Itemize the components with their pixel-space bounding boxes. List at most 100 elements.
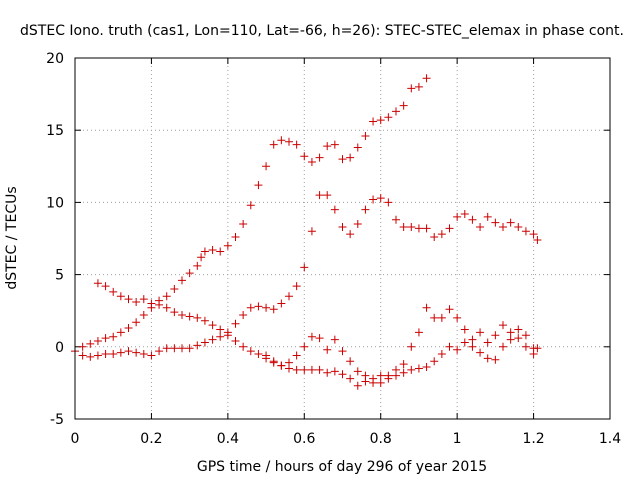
data-point-series-4 bbox=[323, 345, 332, 354]
data-point-series-2 bbox=[414, 364, 423, 373]
data-point-series-3 bbox=[499, 222, 507, 231]
data-point-series-1 bbox=[193, 261, 202, 270]
data-point-series-3 bbox=[506, 218, 515, 227]
data-point-series-4 bbox=[369, 378, 378, 387]
x-tick-label: 0.6 bbox=[293, 431, 315, 447]
data-point-series-3 bbox=[277, 299, 286, 308]
data-point-series-3 bbox=[445, 224, 454, 233]
data-point-series-4 bbox=[468, 335, 477, 344]
data-point-series-3 bbox=[376, 194, 385, 203]
data-point-series-1 bbox=[185, 269, 194, 278]
y-tick-label: -5 bbox=[50, 412, 64, 428]
data-point-series-2 bbox=[139, 295, 148, 304]
data-point-series-3 bbox=[200, 338, 209, 347]
data-point-series-4 bbox=[437, 313, 446, 322]
data-point-series-3 bbox=[185, 344, 194, 353]
data-point-series-3 bbox=[460, 209, 469, 218]
data-point-series-2 bbox=[300, 365, 309, 374]
data-point-series-3 bbox=[338, 222, 347, 231]
data-point-series-1 bbox=[116, 328, 125, 337]
data-point-series-1 bbox=[170, 285, 179, 294]
data-point-series-4 bbox=[476, 328, 485, 337]
data-point-series-3 bbox=[246, 303, 255, 312]
data-point-series-1 bbox=[231, 233, 240, 242]
data-point-series-2 bbox=[399, 368, 408, 377]
data-point-series-3 bbox=[323, 191, 332, 200]
data-point-series-2 bbox=[445, 342, 454, 351]
data-point-series-3 bbox=[407, 222, 416, 231]
data-point-series-3 bbox=[178, 344, 186, 353]
data-point-series-4 bbox=[392, 365, 400, 374]
data-point-series-3 bbox=[533, 235, 542, 244]
data-point-series-2 bbox=[376, 371, 385, 380]
data-point-series-2 bbox=[178, 311, 186, 320]
data-point-series-1 bbox=[292, 140, 301, 149]
y-tick-label: 10 bbox=[46, 195, 64, 211]
data-point-series-2 bbox=[307, 365, 316, 374]
data-point-series-2 bbox=[231, 337, 240, 346]
data-point-series-3 bbox=[453, 212, 462, 221]
data-point-series-2 bbox=[216, 325, 225, 334]
data-point-series-1 bbox=[197, 253, 206, 262]
data-point-series-2 bbox=[170, 308, 179, 317]
data-point-series-4 bbox=[330, 335, 339, 344]
data-point-series-4 bbox=[384, 371, 393, 380]
data-point-series-1 bbox=[93, 337, 102, 346]
data-point-series-1 bbox=[262, 162, 271, 171]
data-point-series-2 bbox=[476, 348, 485, 357]
data-point-series-2 bbox=[468, 342, 477, 351]
plot-frame bbox=[74, 57, 611, 420]
data-point-series-1 bbox=[285, 137, 293, 146]
data-point-series-3 bbox=[193, 341, 202, 350]
data-point-series-3 bbox=[307, 227, 316, 236]
data-point-series-4 bbox=[399, 360, 408, 369]
data-point-series-4 bbox=[307, 332, 316, 341]
data-point-series-1 bbox=[315, 153, 324, 162]
data-point-series-2 bbox=[323, 368, 332, 377]
data-point-series-2 bbox=[460, 338, 469, 347]
data-point-series-2 bbox=[116, 292, 125, 301]
data-point-series-1 bbox=[277, 136, 286, 145]
data-point-series-3 bbox=[170, 344, 179, 353]
data-point-series-3 bbox=[223, 328, 232, 337]
data-point-series-2 bbox=[338, 370, 347, 379]
data-point-series-3 bbox=[437, 230, 446, 239]
data-point-series-3 bbox=[399, 222, 408, 231]
data-point-series-3 bbox=[414, 224, 423, 233]
data-point-series-3 bbox=[315, 191, 324, 200]
data-point-series-3 bbox=[231, 319, 240, 328]
data-point-series-2 bbox=[208, 321, 217, 330]
data-point-series-1 bbox=[109, 332, 118, 341]
data-point-series-4 bbox=[269, 357, 278, 366]
data-point-series-3 bbox=[361, 205, 370, 214]
data-point-series-3 bbox=[139, 350, 148, 359]
data-point-series-2 bbox=[162, 303, 171, 312]
data-point-series-1 bbox=[246, 201, 255, 210]
data-point-series-1 bbox=[124, 324, 133, 333]
data-point-series-4 bbox=[514, 334, 523, 343]
data-point-series-1 bbox=[178, 276, 186, 285]
data-point-series-2 bbox=[514, 325, 523, 334]
data-point-series-2 bbox=[453, 345, 462, 354]
data-point-series-3 bbox=[353, 220, 362, 229]
data-point-series-3 bbox=[491, 218, 500, 227]
data-point-series-1 bbox=[338, 155, 347, 164]
data-point-series-2 bbox=[101, 282, 110, 291]
data-points bbox=[71, 74, 542, 390]
data-point-series-3 bbox=[422, 224, 431, 233]
data-point-series-4 bbox=[346, 357, 355, 366]
data-point-series-1 bbox=[384, 113, 393, 122]
data-point-series-1 bbox=[101, 334, 110, 343]
data-point-series-3 bbox=[384, 198, 393, 207]
data-point-series-1 bbox=[162, 292, 171, 301]
data-point-series-3 bbox=[155, 347, 164, 356]
data-point-series-4 bbox=[414, 328, 423, 337]
data-point-series-2 bbox=[93, 279, 102, 288]
data-point-series-4 bbox=[262, 351, 271, 360]
data-point-series-1 bbox=[223, 241, 232, 250]
data-point-series-4 bbox=[521, 342, 530, 351]
x-tick-label: 0.2 bbox=[140, 431, 162, 447]
data-point-series-3 bbox=[147, 351, 156, 360]
data-point-series-1 bbox=[216, 247, 225, 256]
data-point-series-3 bbox=[483, 212, 492, 221]
